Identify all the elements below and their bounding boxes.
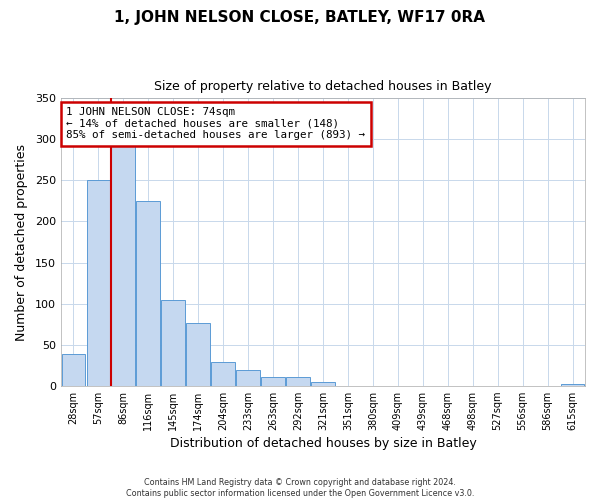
Bar [286,378,310,386]
Y-axis label: Number of detached properties: Number of detached properties [15,144,28,340]
X-axis label: Distribution of detached houses by size in Batley: Distribution of detached houses by size … [170,437,476,450]
Bar [86,180,110,386]
Bar [236,370,260,386]
Bar [211,362,235,386]
Title: Size of property relative to detached houses in Batley: Size of property relative to detached ho… [154,80,492,93]
Bar [560,384,584,386]
Bar [136,201,160,386]
Bar [311,382,335,386]
Bar [261,376,285,386]
Bar [112,145,135,386]
Bar [161,300,185,386]
Bar [62,354,85,386]
Bar [187,324,210,386]
Text: Contains HM Land Registry data © Crown copyright and database right 2024.
Contai: Contains HM Land Registry data © Crown c… [126,478,474,498]
Text: 1 JOHN NELSON CLOSE: 74sqm
← 14% of detached houses are smaller (148)
85% of sem: 1 JOHN NELSON CLOSE: 74sqm ← 14% of deta… [66,107,365,140]
Text: 1, JOHN NELSON CLOSE, BATLEY, WF17 0RA: 1, JOHN NELSON CLOSE, BATLEY, WF17 0RA [115,10,485,25]
